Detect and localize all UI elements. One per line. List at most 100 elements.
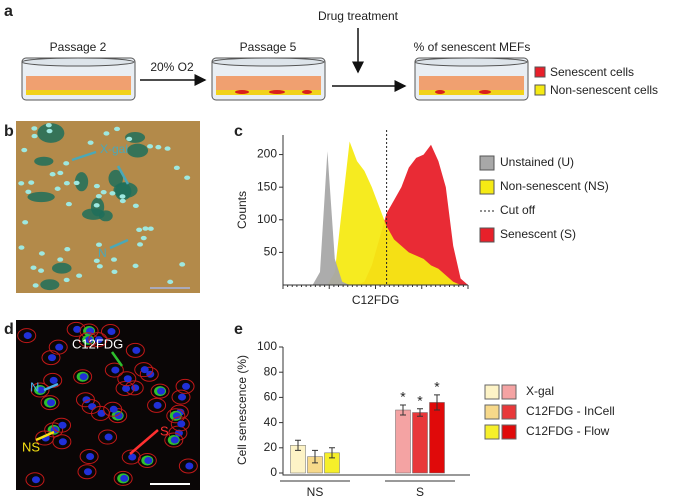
y-tick-label: 200 xyxy=(257,147,277,161)
arrow xyxy=(129,429,159,455)
nucleus xyxy=(49,376,58,384)
cell xyxy=(150,383,170,399)
nucleus xyxy=(32,283,39,288)
cell xyxy=(178,458,198,474)
bar xyxy=(412,412,428,474)
xgal-cell xyxy=(27,191,55,203)
nucleus xyxy=(79,373,88,381)
annotation: * xyxy=(400,389,406,405)
legend-swatch xyxy=(484,424,500,440)
nucleus xyxy=(93,258,100,264)
label: C12FDG xyxy=(72,336,123,351)
y-axis-label: Cell senescence (%) xyxy=(235,355,249,465)
cell xyxy=(103,401,123,417)
nucleus xyxy=(95,193,102,199)
nucleus xyxy=(132,346,141,354)
legend-swatch xyxy=(501,424,517,440)
cell xyxy=(175,378,195,394)
legend-text: Non-senescent cells xyxy=(550,83,658,97)
cell xyxy=(40,395,60,411)
nucleus xyxy=(177,420,186,428)
cell xyxy=(17,328,37,344)
label: Passage 2 xyxy=(50,40,107,54)
x-axis-label: C12FDG xyxy=(352,293,399,307)
legend-swatch xyxy=(501,384,517,400)
nucleus xyxy=(55,343,64,351)
nucleus xyxy=(73,180,80,186)
nucleus xyxy=(65,201,72,207)
label: S xyxy=(160,423,169,438)
nucleus xyxy=(31,133,38,139)
cell xyxy=(104,362,124,378)
cell xyxy=(166,408,186,424)
y-tick-label: 100 xyxy=(257,212,277,226)
nucleus xyxy=(25,189,32,194)
cell xyxy=(52,417,72,433)
nucleus xyxy=(153,401,162,409)
legend-swatch xyxy=(484,384,500,400)
nucleus xyxy=(119,194,126,199)
nucleus xyxy=(173,165,180,171)
nucleus xyxy=(140,235,147,241)
xgal-cell xyxy=(108,169,123,188)
nucleus xyxy=(104,433,113,441)
label: 20% O2 xyxy=(150,60,194,74)
cell xyxy=(117,371,137,387)
xgal-cell xyxy=(127,143,149,158)
error-bar xyxy=(417,408,423,417)
bar xyxy=(395,409,411,474)
nucleus xyxy=(93,183,100,189)
cell xyxy=(139,366,159,382)
nucleus xyxy=(128,453,137,461)
nucleus xyxy=(57,170,64,176)
nucleus xyxy=(184,175,191,180)
error-bar xyxy=(434,394,440,411)
panel-label: a xyxy=(4,3,13,20)
nucleus xyxy=(18,245,25,250)
legend-swatch xyxy=(501,404,517,420)
nucleus xyxy=(21,147,28,153)
label: Drug treatment xyxy=(318,9,399,23)
legend-text: Senescent (S) xyxy=(500,227,576,241)
cell xyxy=(113,470,133,486)
legend-text: Cut off xyxy=(500,203,536,217)
nucleus xyxy=(31,476,40,484)
error-bar xyxy=(400,404,406,416)
nucleus xyxy=(96,264,103,269)
nucleus xyxy=(111,269,118,274)
area xyxy=(283,151,468,285)
arrow xyxy=(43,382,59,392)
cell xyxy=(115,380,135,396)
nucleus xyxy=(30,265,37,270)
label: X-gal xyxy=(100,142,128,156)
cell xyxy=(137,452,157,468)
area xyxy=(283,144,468,285)
nucleus xyxy=(76,273,83,278)
nucleus xyxy=(47,399,56,407)
nucleus xyxy=(28,180,35,185)
legend-text: Unstained (U) xyxy=(500,155,574,169)
nucleus xyxy=(140,366,149,374)
nucleus xyxy=(136,227,143,232)
nucleus xyxy=(179,262,186,267)
nucleus xyxy=(114,126,121,132)
cells xyxy=(17,321,198,488)
xgal-cell xyxy=(81,208,105,220)
legend-text: Senescent cells xyxy=(550,65,634,79)
axis xyxy=(282,347,470,476)
x-tick-label: S xyxy=(416,485,424,499)
nucleus xyxy=(31,126,38,131)
nucleus xyxy=(87,140,94,145)
cell xyxy=(170,416,190,432)
legend-swatch xyxy=(479,155,495,171)
nucleus xyxy=(73,325,82,333)
nucleus xyxy=(94,336,103,344)
cell xyxy=(125,342,145,358)
nucleus xyxy=(185,462,194,470)
arrow xyxy=(71,150,97,162)
nucleus xyxy=(22,220,29,225)
panel-label: b xyxy=(4,123,14,140)
nucleus xyxy=(144,456,153,464)
cell xyxy=(41,350,61,366)
arrow xyxy=(109,238,129,250)
